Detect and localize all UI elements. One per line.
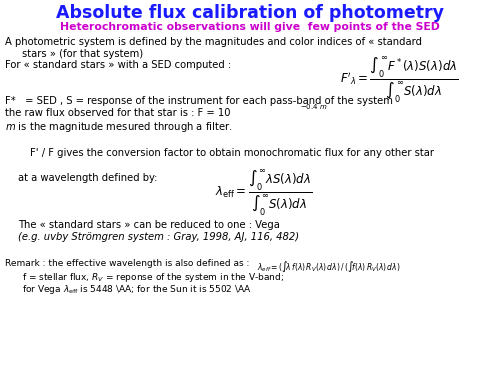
Text: Heterochromatic observations will give  few points of the SED: Heterochromatic observations will give f… <box>60 22 440 32</box>
Text: (e.g. uvby Strömgren system : Gray, 1998, AJ, 116, 482): (e.g. uvby Strömgren system : Gray, 1998… <box>18 232 299 242</box>
Text: The « standard stars » can be reduced to one : Vega: The « standard stars » can be reduced to… <box>18 220 280 230</box>
Text: Remark : the effective wavelength is also defined as :: Remark : the effective wavelength is als… <box>5 259 250 268</box>
Text: For « standard stars » with a SED computed :: For « standard stars » with a SED comput… <box>5 60 231 70</box>
Text: $\lambda_{\rm eff}=\dfrac{\int_0^\infty \lambda S(\lambda)d\lambda}{\int_0^\inft: $\lambda_{\rm eff}=\dfrac{\int_0^\infty … <box>215 168 312 218</box>
Text: at a wavelength defined by:: at a wavelength defined by: <box>18 173 158 183</box>
Text: F' / F gives the conversion factor to obtain monochromatic flux for any other st: F' / F gives the conversion factor to ob… <box>30 148 434 158</box>
Text: for Vega $\lambda_{\rm eff}$ is 5448 \AA; for the Sun it is 5502 \AA: for Vega $\lambda_{\rm eff}$ is 5448 \AA… <box>22 283 252 296</box>
Text: $\mathit{m}$ is the magnitude mesured through a filter.: $\mathit{m}$ is the magnitude mesured th… <box>5 120 232 134</box>
Text: F*   = SED , S = response of the instrument for each pass-band of the system: F* = SED , S = response of the instrumen… <box>5 96 393 106</box>
Text: Absolute flux calibration of photometry: Absolute flux calibration of photometry <box>56 4 444 22</box>
Text: stars » (for that system): stars » (for that system) <box>22 49 143 59</box>
Text: $\lambda_{\mathit{eff}}=(\int\!\lambda\, f(\lambda)\, R_V(\lambda)\, d\lambda)\,: $\lambda_{\mathit{eff}}=(\int\!\lambda\,… <box>257 259 400 274</box>
Text: $F'_\lambda=\dfrac{\int_0^\infty F^*(\lambda)S(\lambda)d\lambda}{\int_0^\infty S: $F'_\lambda=\dfrac{\int_0^\infty F^*(\la… <box>340 55 458 105</box>
Text: $^{-0.4\ \mathit{m}}$: $^{-0.4\ \mathit{m}}$ <box>300 104 328 114</box>
Text: A photometric system is defined by the magnitudes and color indices of « standar: A photometric system is defined by the m… <box>5 37 422 47</box>
Text: f = stellar flux, $R_V$ = reponse of the system in the V-band;: f = stellar flux, $R_V$ = reponse of the… <box>22 271 284 284</box>
Text: the raw flux observed for that star is : F = 10: the raw flux observed for that star is :… <box>5 108 230 118</box>
